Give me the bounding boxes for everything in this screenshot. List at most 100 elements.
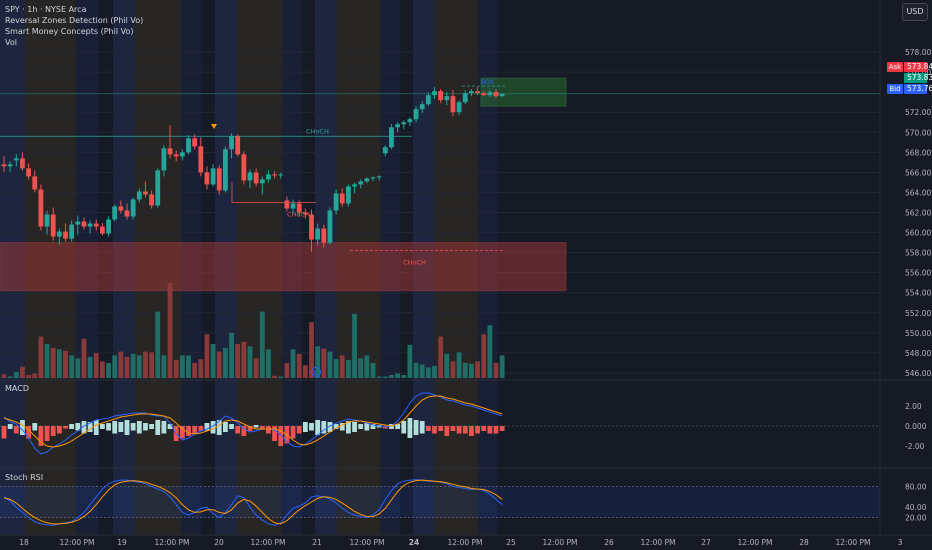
volume-bar: [469, 363, 474, 378]
macd-histogram-bar: [321, 421, 327, 434]
chart-legend: SPY · 1h · NYSE Arca Reversal Zones Dete…: [5, 4, 143, 48]
macd-histogram-bar: [38, 426, 44, 446]
volume-bar: [223, 347, 228, 378]
macd-histogram-bar: [155, 420, 161, 435]
macd-histogram-bar: [167, 424, 173, 429]
candle-body: [493, 92, 499, 97]
volume-bar: [1, 374, 7, 378]
macd-histogram-bar: [253, 425, 259, 428]
candle-body: [179, 152, 185, 157]
indicator-reversal-zones[interactable]: Reversal Zones Detection (Phil Vo): [5, 16, 144, 25]
demand-zone: [0, 242, 567, 292]
volume-bar: [389, 374, 394, 378]
volume-bar: [419, 364, 425, 378]
macd-pane-label: MACD: [5, 384, 29, 393]
volume-bar: [475, 361, 480, 378]
macd-histogram-bar: [352, 422, 357, 432]
volume-bar: [87, 356, 93, 378]
macd-histogram-bar: [198, 426, 204, 431]
volume-bar: [20, 366, 25, 378]
macd-histogram-bar: [358, 424, 364, 429]
volume-bar: [216, 351, 222, 378]
stoch-rsi-pane: [0, 479, 880, 526]
candle-body: [130, 199, 136, 217]
macd-histogram-bar: [93, 420, 99, 435]
candle-body: [290, 203, 296, 209]
macd-histogram-bar: [106, 423, 111, 431]
candle-body: [87, 223, 93, 227]
candle-body: [210, 168, 216, 185]
price-axis-label: 576.00: [905, 68, 931, 77]
volume-bar: [450, 361, 456, 378]
bos-label: BOS: [481, 79, 494, 86]
order-block-zones: [0, 77, 567, 292]
candle-body: [241, 154, 247, 181]
volume-bar: [56, 349, 62, 378]
volume-bar: [259, 311, 265, 378]
volume-bar: [413, 362, 419, 378]
candle-body: [167, 148, 173, 155]
volume-bar: [112, 355, 118, 378]
macd-histogram-bar: [223, 422, 228, 432]
macd-histogram-bar: [44, 426, 50, 441]
volume-bar: [210, 344, 216, 378]
symbol-title[interactable]: SPY · 1h · NYSE Arca: [5, 5, 87, 14]
candle-body: [75, 221, 81, 225]
macd-histogram-bar: [438, 426, 444, 431]
reversal-marker: [211, 124, 217, 129]
afterhours-band: [380, 0, 401, 535]
indicator-smart-money-concepts[interactable]: Smart Money Concepts (Phil Vo): [5, 27, 134, 36]
macd-histogram-bar: [229, 424, 234, 429]
volume-bar: [401, 374, 407, 378]
volume-bar: [13, 371, 19, 378]
price-axis-label: 558.00: [905, 249, 931, 258]
macd-histogram-bar: [20, 420, 25, 435]
candle-body: [302, 212, 308, 215]
volume-bar: [173, 359, 179, 378]
price-axis-label: 554.00: [905, 289, 931, 298]
candle-body: [50, 214, 56, 237]
candle-body: [93, 223, 99, 227]
candle-body: [278, 174, 284, 176]
macd-histogram-bar: [296, 426, 302, 434]
macd-histogram-bar: [407, 418, 413, 438]
macd-histogram-bar: [309, 423, 314, 431]
time-axis-label: 12:00 PM: [155, 538, 190, 547]
indicator-volume[interactable]: Vol: [5, 38, 17, 47]
macd-histogram-bar: [130, 423, 136, 431]
volume-bar: [346, 359, 351, 378]
candle-body: [26, 168, 31, 177]
macd-histogram-bar: [487, 426, 493, 434]
candle-body: [407, 119, 413, 123]
volume-bar: [93, 353, 99, 378]
stoch-d-line: [3, 479, 503, 525]
candle-body: [192, 138, 198, 147]
stoch-band: [0, 486, 880, 518]
signal-line: [3, 395, 503, 448]
macd-histogram-bar: [444, 426, 450, 436]
price-axis-label: 560.00: [905, 229, 931, 238]
volume-bar: [493, 362, 499, 378]
candle-body: [13, 158, 19, 161]
macd-histogram-bar: [278, 426, 284, 446]
currency-button[interactable]: USD: [902, 3, 928, 21]
macd-histogram-bar: [259, 426, 265, 429]
candle-body: [352, 184, 357, 187]
session-band: [237, 0, 282, 535]
candle-body: [124, 210, 130, 217]
volume-bar: [382, 376, 388, 378]
macd-histogram-bar: [481, 426, 487, 431]
macd-histogram-bar: [333, 424, 339, 429]
session-background-bands: [0, 0, 498, 535]
volume-bar: [321, 348, 327, 378]
time-axis-label: 18: [19, 538, 29, 547]
macd-histogram-bar: [87, 422, 93, 432]
price-axis-label: 570.00: [905, 128, 931, 137]
volume-bar: [376, 376, 382, 378]
volume-bar: [198, 359, 204, 378]
volume-bar: [395, 373, 400, 378]
candle-body: [56, 231, 62, 237]
volume-bar: [161, 355, 167, 378]
volume-bar: [290, 349, 296, 378]
